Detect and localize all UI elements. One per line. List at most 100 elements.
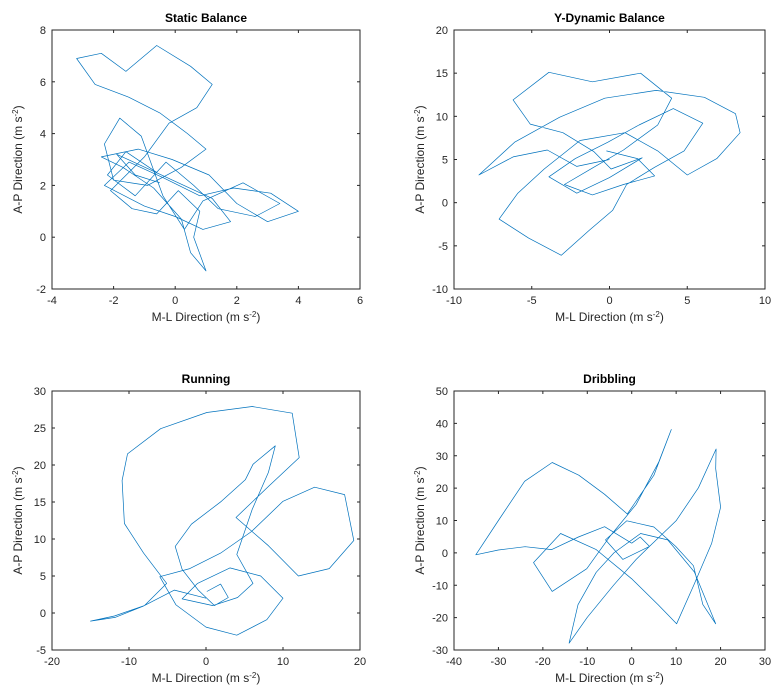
y-tick-label: -30 [432, 645, 448, 657]
y-axis-label: A-P Direction (m s-2) [413, 466, 428, 574]
y-tick-label: 0 [40, 232, 46, 244]
axes-frame [453, 390, 766, 651]
y-tick-label: 20 [34, 460, 46, 472]
x-tick-label: -4 [47, 295, 57, 307]
x-tick-label: 4 [295, 295, 301, 307]
x-tick-label: -10 [579, 656, 595, 668]
unit-suffix: ) [413, 105, 427, 109]
x-tick-label: 10 [277, 656, 289, 668]
y-axis-label: A-P Direction (m s-2) [413, 105, 428, 213]
x-tick-label: -10 [446, 295, 462, 307]
unit-exponent: -2 [249, 671, 257, 680]
x-tick-label: 0 [203, 656, 209, 668]
y-tick-label: 20 [436, 25, 448, 37]
unit-suffix: ) [11, 466, 25, 470]
y-tick-label: 6 [40, 77, 46, 89]
unit-prefix: (m s [226, 671, 249, 685]
x-tick-label: 10 [759, 295, 771, 307]
unit-prefix: (m s [629, 671, 652, 685]
x-tick-label: -40 [446, 656, 462, 668]
y-tick-label: 0 [40, 608, 46, 620]
y-tick-label: 20 [436, 483, 448, 495]
unit-exponent: -2 [413, 109, 422, 117]
x-tick-label: 30 [759, 656, 771, 668]
x-axis-label: M-L Direction (m s-2) [555, 671, 664, 686]
chart-title: Static Balance [165, 11, 247, 25]
y-tick-label: 15 [34, 497, 46, 509]
chart-title: Running [182, 372, 231, 386]
data-trace [478, 71, 741, 256]
y-tick-label: 25 [34, 423, 46, 435]
x-tick-label: 0 [629, 656, 635, 668]
chart-title: Y-Dynamic Balance [554, 11, 665, 25]
y-tick-label: -20 [432, 613, 448, 625]
unit-exponent: -2 [653, 671, 661, 680]
y-tick-label: 50 [436, 386, 448, 398]
y-tick-label: -2 [36, 284, 46, 296]
x-axis-name: M-L Direction [152, 310, 226, 324]
y-tick-label: 4 [40, 129, 46, 141]
x-tick-label: 20 [714, 656, 726, 668]
unit-prefix: (m s [11, 477, 25, 500]
x-tick-label: -30 [490, 656, 506, 668]
y-tick-label: 15 [436, 68, 448, 80]
unit-suffix: ) [11, 105, 25, 109]
panel-running: -20 -10 0 10 20 -5 0 5 10 15 20 25 30 Running M-L Dire… [11, 372, 367, 685]
unit-prefix: (m s [413, 477, 427, 500]
y-tick-label: 30 [34, 386, 46, 398]
x-tick-label: -10 [121, 656, 137, 668]
y-tick-label: 0 [442, 198, 448, 210]
y-tick-label: -10 [432, 580, 448, 592]
unit-exponent: -2 [11, 470, 20, 478]
axes-frame [51, 29, 361, 290]
x-tick-label: 10 [670, 656, 682, 668]
x-axis-label: M-L Direction (m s-2) [152, 310, 261, 325]
unit-prefix: (m s [413, 116, 427, 139]
unit-suffix: ) [660, 671, 664, 685]
y-axis-label: A-P Direction (m s-2) [11, 466, 26, 574]
unit-prefix: (m s [629, 310, 652, 324]
panel-y-dynamic-balance: -10 -5 0 5 10 -10 -5 0 5 10 15 20 Y-Dynamic Balance M… [413, 11, 772, 324]
x-tick-label: -5 [527, 295, 537, 307]
y-tick-label: -5 [36, 645, 46, 657]
x-axis-name: M-L Direction [152, 671, 226, 685]
x-tick-label: 0 [606, 295, 612, 307]
y-tick-label: -5 [438, 241, 448, 253]
x-tick-label: 20 [354, 656, 366, 668]
x-tick-label: -20 [44, 656, 60, 668]
x-tick-label: 2 [234, 295, 240, 307]
unit-suffix: ) [256, 671, 260, 685]
unit-exponent: -2 [413, 470, 422, 478]
y-tick-label: 0 [442, 548, 448, 560]
y-tick-label: 5 [442, 155, 448, 167]
unit-prefix: (m s [11, 116, 25, 139]
y-tick-label: 10 [34, 534, 46, 546]
data-trace [90, 406, 355, 636]
axes-frame [51, 390, 361, 651]
y-tick-label: -10 [432, 284, 448, 296]
x-axis-name: M-L Direction [555, 671, 629, 685]
y-tick-label: 10 [436, 111, 448, 123]
unit-exponent: -2 [653, 310, 661, 319]
y-tick-label: 2 [40, 180, 46, 192]
y-tick-label: 40 [436, 418, 448, 430]
y-tick-label: 8 [40, 25, 46, 37]
x-tick-label: 0 [172, 295, 178, 307]
y-axis-name: A-P Direction [11, 140, 25, 214]
data-trace [475, 429, 721, 644]
data-trace [76, 45, 299, 272]
x-axis-label: M-L Direction (m s-2) [152, 671, 261, 686]
y-tick-label: 30 [436, 451, 448, 463]
unit-suffix: ) [256, 310, 260, 324]
y-axis-name: A-P Direction [413, 140, 427, 214]
unit-exponent: -2 [11, 109, 20, 117]
unit-suffix: ) [660, 310, 664, 324]
chart-title: Dribbling [583, 372, 636, 386]
unit-prefix: (m s [226, 310, 249, 324]
y-axis-name: A-P Direction [413, 501, 427, 575]
x-tick-label: -20 [535, 656, 551, 668]
x-tick-label: -2 [109, 295, 119, 307]
x-axis-label: M-L Direction (m s-2) [555, 310, 664, 325]
